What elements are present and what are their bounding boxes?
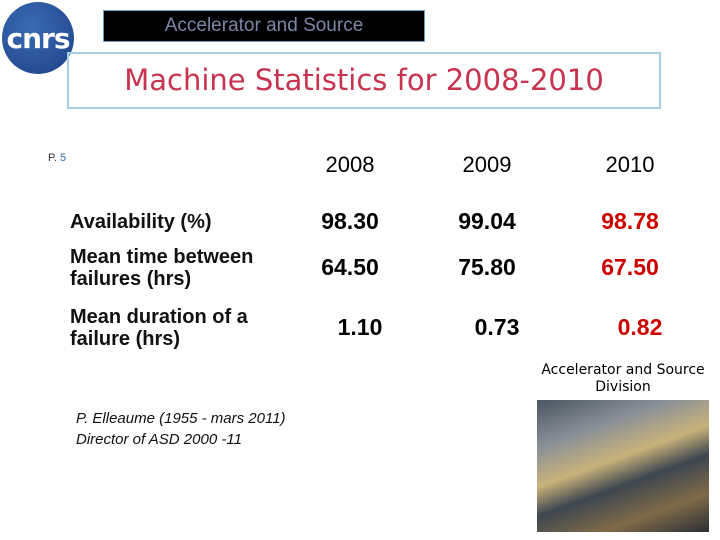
row-label: Mean duration of a — [70, 306, 248, 328]
note: P. Elleaume (1955 - mars 2011) Director … — [76, 408, 286, 450]
cell-value: 64.50 — [321, 254, 379, 280]
note-line: P. Elleaume (1955 - mars 2011) — [76, 410, 286, 427]
division-line: Division — [595, 379, 651, 395]
column-header: 2008 — [325, 152, 375, 177]
division-label: Accelerator and Source Division — [540, 362, 706, 396]
row-label: failure (hrs) — [70, 328, 181, 350]
cell-value: 75.80 — [458, 254, 516, 280]
banner: Accelerator and Source — [103, 10, 425, 42]
slide-title: Machine Statistics for 2008-2010 — [67, 52, 661, 109]
column-header: 2009 — [462, 152, 512, 177]
page-number: 5 — [60, 152, 67, 164]
cell-value: 98.30 — [321, 208, 379, 234]
cell-value: 67.50 — [601, 254, 659, 280]
division-line: Accelerator and Source — [541, 362, 705, 378]
cell-value: 98.78 — [601, 208, 659, 234]
cell-value: 0.73 — [474, 314, 520, 340]
row-label: failures (hrs) — [70, 268, 192, 290]
logo: cnrs — [2, 2, 74, 74]
cell-value: 0.82 — [617, 314, 663, 340]
column-header: 2010 — [605, 152, 655, 177]
cell-value: 99.04 — [458, 208, 516, 234]
page-prefix: P. — [48, 152, 57, 164]
cell-value: 1.10 — [337, 314, 383, 340]
row-label: Availability (%) — [70, 211, 212, 233]
note-line: Director of ASD 2000 -11 — [76, 431, 242, 448]
page-label: P. 5 — [48, 152, 66, 164]
row-label: Mean time between — [70, 246, 254, 268]
photo — [537, 400, 709, 532]
